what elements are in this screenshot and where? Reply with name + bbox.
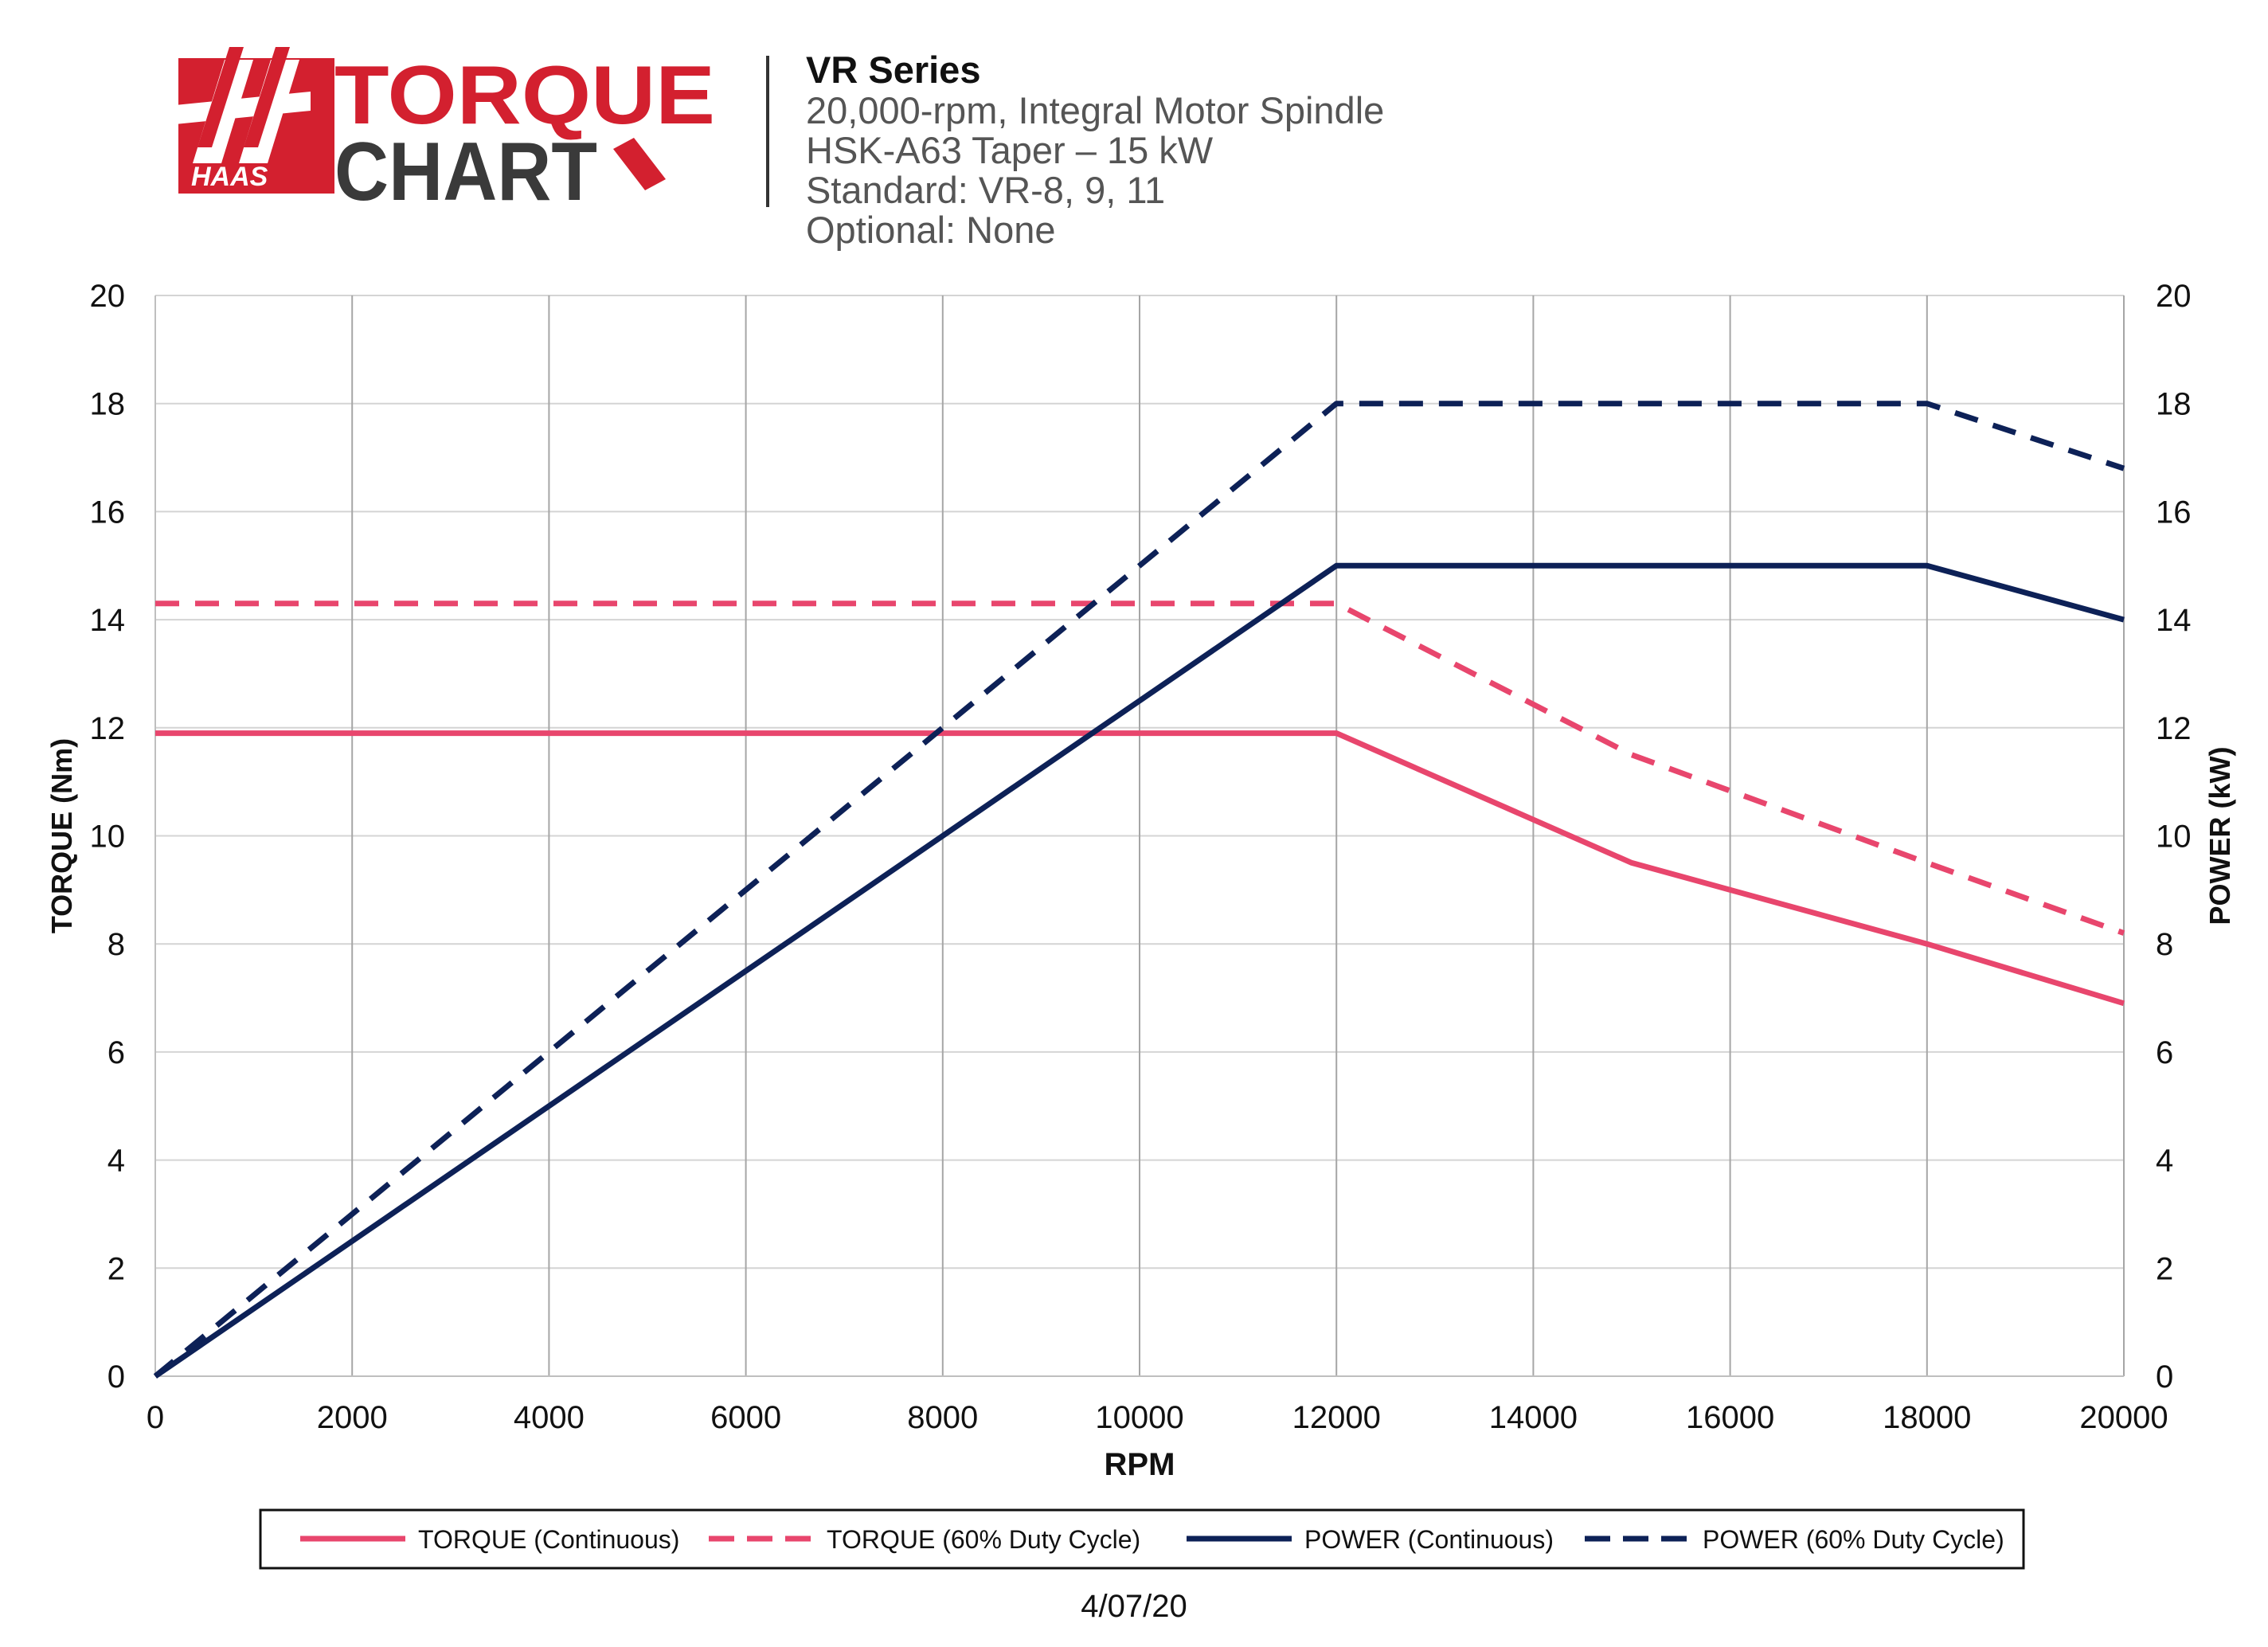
series-line-3 [154, 562, 2125, 1379]
logo-word-torque: TORQUE [334, 49, 715, 142]
y-left-tick-label: 0 [108, 1359, 125, 1395]
series-line-1 [155, 730, 2125, 1007]
legend: TORQUE (Continuous) TORQUE (60% Duty Cycl… [259, 1508, 2025, 1570]
legend-label-3: POWER (Continuous) [1304, 1525, 1554, 1554]
series-line-4 [153, 401, 2125, 1379]
legend-label-2: TORQUE (60% Duty Cycle) [827, 1525, 1140, 1554]
logo-brand-word: HAAS [191, 162, 268, 192]
y-right-tick-label: 0 [2156, 1359, 2173, 1395]
y-left-tick-label: 2 [108, 1251, 125, 1286]
logo-word-chart: CHART [334, 126, 597, 211]
legend-label-4: POWER (60% Duty Cycle) [1703, 1525, 2004, 1554]
y-left-tick-label: 6 [108, 1035, 125, 1070]
series-title: VR Series [806, 49, 981, 91]
y-left-tick-label: 20 [90, 279, 126, 314]
x-tick-label: 8000 [907, 1400, 978, 1435]
y-right-tick-label: 4 [2156, 1144, 2173, 1179]
chart-date: 4/07/20 [1081, 1589, 1187, 1624]
spec-line-3: Standard: VR-8, 9, 11 [806, 169, 1166, 211]
y-right-axis-title: POWER (kW) [2203, 747, 2236, 925]
x-tick-label: 20000 [2079, 1400, 2168, 1435]
x-tick-label: 2000 [317, 1400, 388, 1435]
x-tick-label: 14000 [1489, 1400, 1578, 1435]
x-tick-label: 16000 [1686, 1400, 1774, 1435]
y-right-tick-label: 14 [2156, 603, 2192, 638]
x-tick-label: 12000 [1292, 1400, 1381, 1435]
y-right-tick-label: 10 [2156, 820, 2192, 855]
y-left-tick-label: 4 [108, 1144, 125, 1179]
axis-labels: 0 2000 4000 6000 8000 10000 12000 14000 16000 180… [45, 279, 2236, 1482]
y-left-axis-title: TORQUE (Nm) [45, 738, 78, 933]
y-right-tick-label: 2 [2156, 1251, 2173, 1286]
x-tick-label: 18000 [1883, 1400, 1971, 1435]
y-left-tick-label: 10 [90, 820, 126, 855]
x-tick-label: 4000 [514, 1400, 585, 1435]
spec-line-4: Optional: None [806, 209, 1056, 251]
series-lines [153, 401, 2125, 1379]
x-tick-label: 10000 [1095, 1400, 1183, 1435]
header-divider [766, 56, 769, 207]
y-left-tick-label: 18 [90, 387, 126, 422]
chart-header: VR Series 20,000-rpm, Integral Motor Spi… [806, 49, 1384, 250]
y-left-tick-label: 16 [90, 495, 126, 530]
spec-line-2: HSK-A63 Taper – 15 kW [806, 129, 1214, 171]
y-right-tick-label: 12 [2156, 711, 2192, 746]
y-left-tick-label: 12 [90, 711, 126, 746]
grid-lines [155, 295, 2125, 1376]
x-tick-label: 0 [147, 1400, 164, 1435]
y-right-tick-label: 18 [2156, 387, 2192, 422]
y-left-tick-label: 8 [108, 927, 125, 962]
y-left-tick-label: 14 [90, 603, 126, 638]
y-right-tick-label: 6 [2156, 1035, 2173, 1070]
x-axis-title: RPM [1105, 1447, 1175, 1482]
spec-line-1: 20,000-rpm, Integral Motor Spindle [806, 89, 1385, 131]
legend-label-1: TORQUE (Continuous) [418, 1525, 679, 1554]
y-right-tick-label: 16 [2156, 495, 2192, 530]
y-right-tick-label: 8 [2156, 927, 2173, 962]
x-tick-label: 6000 [710, 1400, 781, 1435]
haas-torque-chart-logo: HAAS TORQUE CHART [151, 47, 715, 211]
y-right-tick-label: 20 [2156, 279, 2192, 314]
legend-box [259, 1508, 2025, 1570]
axes [154, 295, 2124, 1377]
